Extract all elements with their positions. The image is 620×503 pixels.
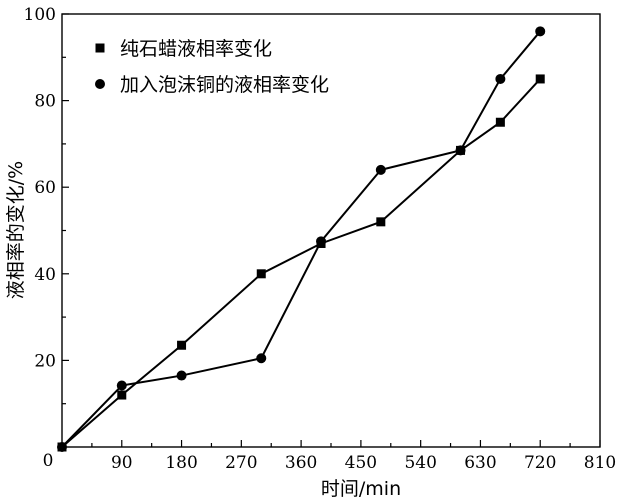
origin-label: 0 <box>43 451 54 471</box>
series-layer <box>57 26 546 452</box>
legend-label: 加入泡沫铜的液相率变化 <box>120 74 329 96</box>
square-point <box>117 390 127 400</box>
circle-point <box>316 236 327 247</box>
y-axis-title: 液相率的变化/% <box>5 161 27 299</box>
x-tick-label: 720 <box>524 453 556 473</box>
y-tick-label: 20 <box>34 351 56 371</box>
circle-point <box>455 145 466 156</box>
x-tick-label: 180 <box>165 453 197 473</box>
axis-ticks <box>62 13 601 447</box>
circle-point <box>176 370 187 381</box>
legend-circle-icon <box>95 79 105 89</box>
square-point <box>376 217 386 227</box>
x-tick-label: 630 <box>464 453 496 473</box>
x-axis-title: 时间/min <box>321 478 401 500</box>
y-tick-label: 60 <box>34 178 56 198</box>
x-tick-label: 450 <box>345 453 377 473</box>
square-point <box>535 74 545 84</box>
x-tick-label: 810 <box>584 453 616 473</box>
y-tick-label: 100 <box>24 5 56 25</box>
circle-point <box>116 380 127 391</box>
circle-point <box>535 26 546 37</box>
x-tick-label: 360 <box>285 453 317 473</box>
circle-point <box>256 353 267 364</box>
circle-point <box>57 442 67 452</box>
x-tick-label: 270 <box>225 453 257 473</box>
legend-label: 纯石蜡液相率变化 <box>120 38 272 60</box>
y-tick-label: 80 <box>34 92 56 112</box>
y-tick-label: 40 <box>34 265 56 285</box>
x-tick-label: 540 <box>404 453 436 473</box>
circle-point <box>375 164 386 175</box>
axis-tick-labels: 90 180 270 360 450 540 630 720 810 20 40 60 80 100 <box>24 5 617 473</box>
circle-point <box>495 73 506 84</box>
square-point <box>495 117 505 127</box>
legend-square-icon <box>95 43 105 53</box>
square-point <box>256 269 266 279</box>
x-tick-label: 90 <box>111 453 133 473</box>
square-point <box>177 340 187 350</box>
